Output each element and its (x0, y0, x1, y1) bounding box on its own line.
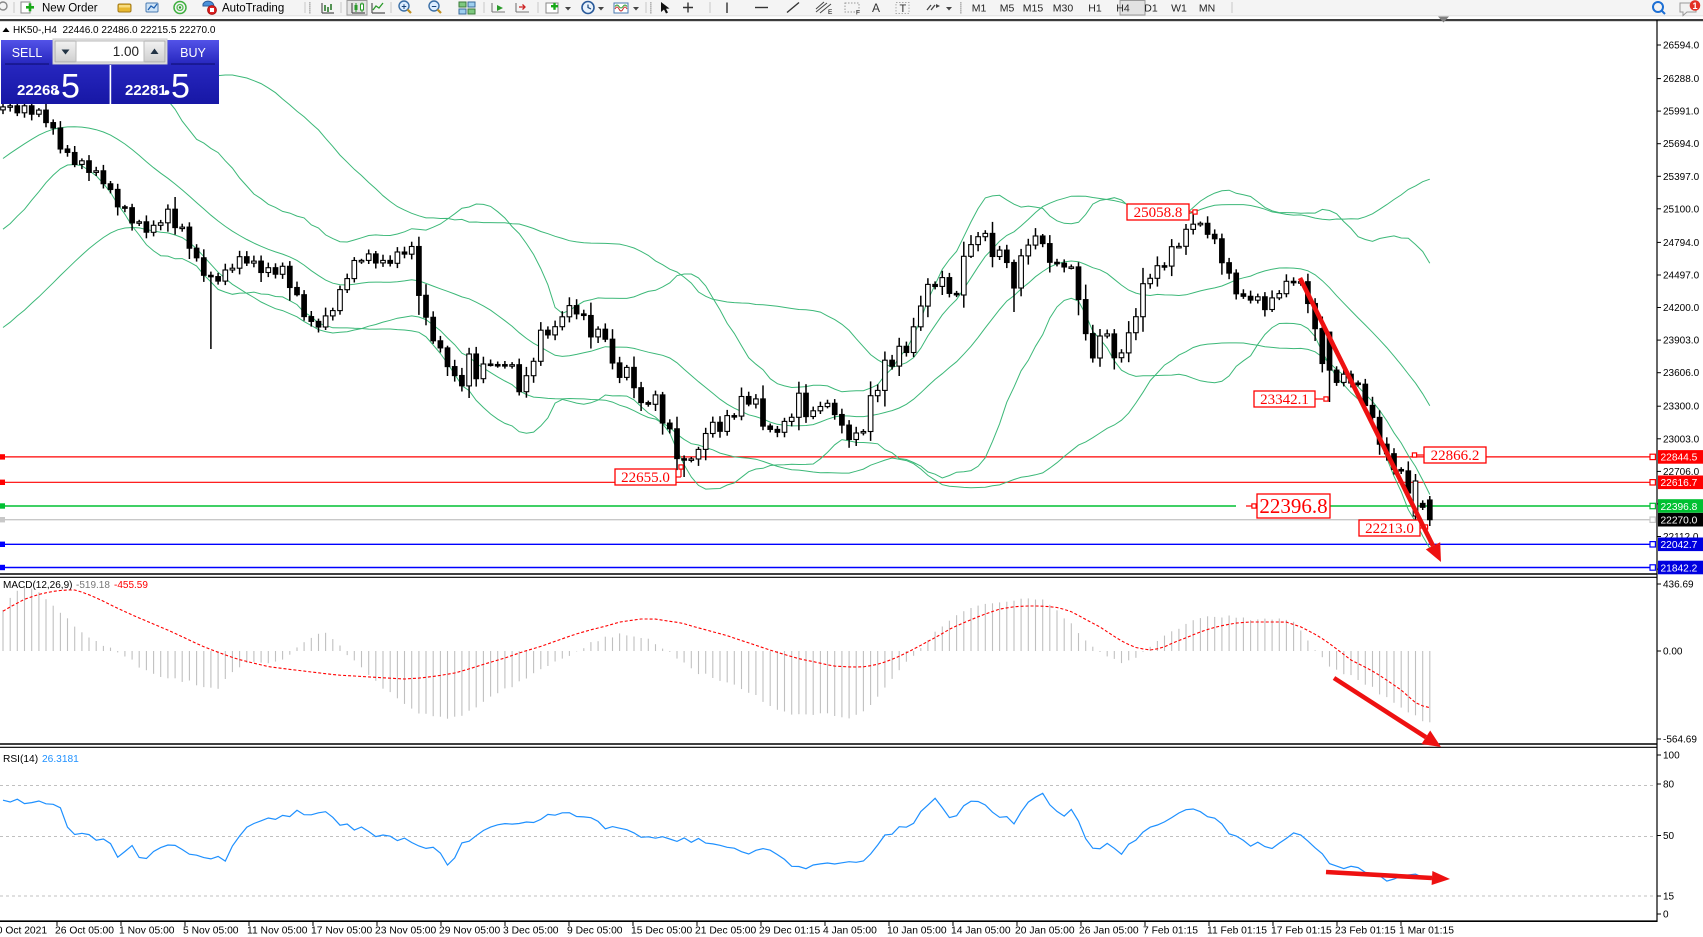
svg-text:M1: M1 (972, 3, 987, 15)
svg-text:29 Nov 05:00: 29 Nov 05:00 (439, 926, 501, 937)
svg-text:26 Oct 05:00: 26 Oct 05:00 (55, 926, 114, 937)
svg-text:22213.0: 22213.0 (1365, 521, 1414, 537)
svg-text:20 Jan 05:00: 20 Jan 05:00 (1015, 926, 1075, 937)
svg-text:MN: MN (1199, 3, 1215, 15)
svg-text:5: 5 (61, 68, 80, 106)
svg-text:25397.0: 25397.0 (1663, 172, 1700, 183)
svg-text:H4: H4 (1116, 3, 1130, 15)
svg-text:5: 5 (171, 68, 190, 106)
svg-text:21 Dec 05:00: 21 Dec 05:00 (695, 926, 757, 937)
svg-text:22396.8: 22396.8 (1259, 494, 1327, 518)
svg-text:25100.0: 25100.0 (1663, 204, 1700, 215)
svg-text:23300.0: 23300.0 (1663, 402, 1700, 413)
svg-text:25991.0: 25991.0 (1663, 107, 1700, 118)
svg-text:23606.0: 23606.0 (1663, 368, 1700, 379)
svg-text:1.00: 1.00 (113, 44, 139, 59)
svg-text:100: 100 (1663, 751, 1680, 762)
svg-text:25058.8: 25058.8 (1134, 205, 1183, 221)
svg-text:0: 0 (1663, 910, 1669, 921)
svg-text:22270.0: 22270.0 (1661, 516, 1698, 527)
svg-text:17 Feb 01:15: 17 Feb 01:15 (1271, 926, 1332, 937)
svg-text:22268: 22268 (17, 82, 59, 99)
svg-text:M5: M5 (1000, 3, 1015, 15)
svg-text:22616.7: 22616.7 (1661, 478, 1698, 489)
svg-text:+: + (401, 2, 406, 12)
svg-text:50: 50 (1663, 831, 1675, 842)
svg-text:−: − (431, 2, 436, 12)
svg-text:New Order: New Order (42, 3, 98, 15)
svg-text:24200.0: 24200.0 (1663, 303, 1700, 314)
svg-text:A: A (872, 1, 880, 15)
svg-text:15 Dec 05:00: 15 Dec 05:00 (631, 926, 693, 937)
svg-text:22042.7: 22042.7 (1661, 540, 1698, 551)
svg-text:11 Feb 01:15: 11 Feb 01:15 (1207, 926, 1267, 937)
svg-text:23 Feb 01:15: 23 Feb 01:15 (1335, 926, 1396, 937)
svg-text:20 Oct 2021: 20 Oct 2021 (0, 926, 47, 937)
svg-text:M15: M15 (1023, 3, 1044, 15)
svg-text:22281: 22281 (125, 82, 167, 99)
svg-text:24794.0: 24794.0 (1663, 238, 1700, 249)
svg-text:1 Nov 05:00: 1 Nov 05:00 (119, 926, 175, 937)
svg-text:17 Nov 05:00: 17 Nov 05:00 (311, 926, 373, 937)
svg-text:23003.0: 23003.0 (1663, 434, 1700, 445)
svg-text:24497.0: 24497.0 (1663, 271, 1700, 282)
svg-text:10 Jan 05:00: 10 Jan 05:00 (887, 926, 947, 937)
svg-text:22706.0: 22706.0 (1663, 467, 1700, 478)
svg-text:AutoTrading: AutoTrading (222, 3, 284, 15)
svg-text:7 Feb 01:15: 7 Feb 01:15 (1143, 926, 1198, 937)
svg-text:-519.18: -519.18 (76, 580, 110, 591)
svg-text:T: T (900, 3, 907, 15)
svg-text:3 Dec 05:00: 3 Dec 05:00 (503, 926, 559, 937)
svg-text:-455.59: -455.59 (114, 580, 148, 591)
svg-text:MACD(12,26,9): MACD(12,26,9) (3, 580, 72, 591)
svg-text:RSI(14): RSI(14) (3, 754, 38, 765)
svg-text:23903.0: 23903.0 (1663, 336, 1700, 347)
svg-text:D1: D1 (1144, 3, 1158, 15)
svg-text:26 Jan 05:00: 26 Jan 05:00 (1079, 926, 1139, 937)
svg-text:26594.0: 26594.0 (1663, 41, 1700, 52)
svg-text:436.69: 436.69 (1663, 580, 1694, 591)
svg-text:14 Jan 05:00: 14 Jan 05:00 (951, 926, 1011, 937)
svg-text:HK50-,H4 22446.0 22486.0 2221: HK50-,H4 22446.0 22486.0 22215.5 22270.0 (13, 25, 216, 36)
svg-text:5 Nov 05:00: 5 Nov 05:00 (183, 926, 239, 937)
svg-text:22396.8: 22396.8 (1661, 502, 1698, 513)
svg-text:0.00: 0.00 (1663, 647, 1683, 658)
svg-text:21842.2: 21842.2 (1661, 563, 1698, 574)
svg-text:26.3181: 26.3181 (42, 754, 79, 765)
svg-text:-564.69: -564.69 (1663, 735, 1697, 746)
svg-text:15: 15 (1663, 892, 1675, 903)
svg-text:F: F (856, 10, 860, 17)
svg-text:26288.0: 26288.0 (1663, 74, 1700, 85)
svg-text:22655.0: 22655.0 (621, 470, 670, 486)
svg-text:25694.0: 25694.0 (1663, 139, 1700, 150)
svg-text:H1: H1 (1088, 3, 1102, 15)
svg-text:80: 80 (1663, 780, 1675, 791)
svg-text:W1: W1 (1171, 3, 1187, 15)
svg-text:1 Mar 01:15: 1 Mar 01:15 (1399, 926, 1454, 937)
svg-text:E: E (828, 9, 833, 16)
svg-text:23 Nov 05:00: 23 Nov 05:00 (375, 926, 437, 937)
svg-text:11 Nov 05:00: 11 Nov 05:00 (247, 926, 308, 937)
svg-text:23342.1: 23342.1 (1260, 392, 1309, 408)
svg-text:22844.5: 22844.5 (1661, 453, 1698, 464)
svg-text:M30: M30 (1053, 3, 1074, 15)
svg-text:4 Jan 05:00: 4 Jan 05:00 (823, 926, 877, 937)
svg-text:SELL: SELL (12, 46, 43, 60)
svg-text:BUY: BUY (180, 46, 206, 60)
svg-text:9 Dec 05:00: 9 Dec 05:00 (567, 926, 623, 937)
svg-text:1: 1 (1692, 1, 1697, 11)
svg-text:29 Dec 01:15: 29 Dec 01:15 (759, 926, 821, 937)
svg-text:22866.2: 22866.2 (1431, 448, 1480, 464)
